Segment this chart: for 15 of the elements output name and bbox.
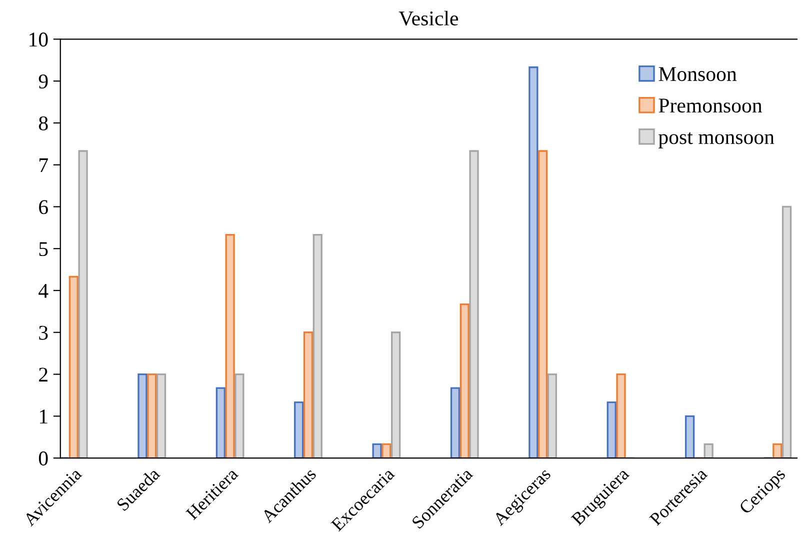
- y-tick-label: 9: [38, 74, 48, 88]
- legend-label: Premonsoon: [658, 98, 762, 113]
- y-tick-label: 10: [30, 32, 48, 47]
- y-tick-label: 1: [40, 410, 48, 424]
- y-tick-label: 5: [39, 242, 48, 256]
- y-tick-label: 4: [38, 284, 48, 298]
- legend-label: Monsoon: [658, 67, 737, 82]
- y-tick-label: 6: [39, 200, 48, 214]
- chart-title: Vesicle: [398, 10, 458, 26]
- y-tick-label: 3: [39, 326, 48, 340]
- legend-label: post monsoon: [658, 132, 774, 148]
- y-tick-label: 0: [38, 451, 48, 466]
- y-tick-label: 7: [40, 158, 48, 172]
- y-tick-label: 8: [38, 116, 48, 130]
- y-tick-label: 2: [39, 368, 48, 382]
